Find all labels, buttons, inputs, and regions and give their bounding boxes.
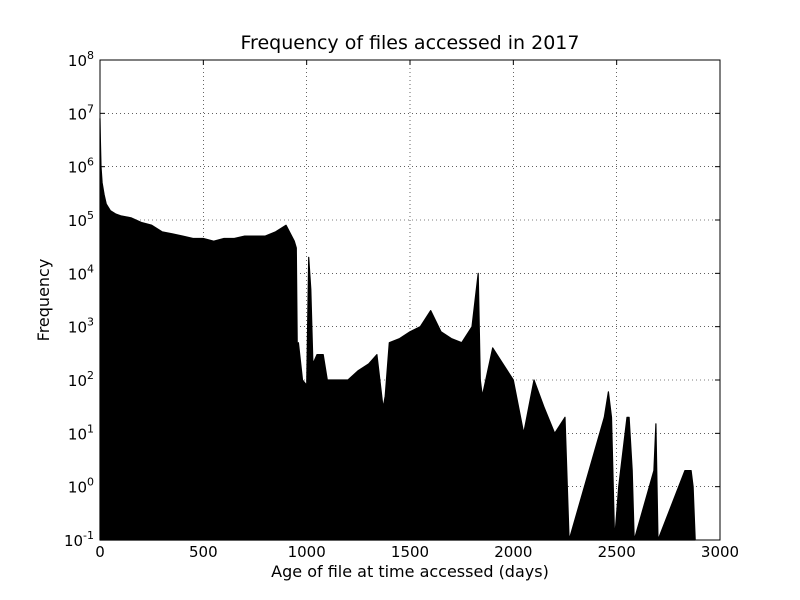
grid <box>100 60 720 540</box>
x-tick-label: 2000 <box>494 543 532 561</box>
y-tick-label: 103 <box>68 316 94 337</box>
tick-labels: 0 500 1000 1500 2000 2500 3000 10-1 100 101 102 103… <box>64 49 739 561</box>
y-tick-label: 101 <box>68 422 94 443</box>
y-axis-label: Frequency <box>34 259 53 342</box>
plot-frame <box>99 59 721 541</box>
x-tick-label: 1500 <box>391 543 429 561</box>
x-tick-label: 1000 <box>288 543 326 561</box>
x-tick-label: 500 <box>189 543 218 561</box>
y-tick-label: 10-1 <box>64 529 94 550</box>
y-tick-label: 100 <box>68 476 94 497</box>
y-tick-label: 106 <box>68 156 94 177</box>
frequency-area <box>99 117 696 541</box>
y-tick-label: 107 <box>68 102 94 123</box>
x-tick-label: 0 <box>95 543 105 561</box>
y-tick-label: 105 <box>68 209 94 230</box>
y-tick-label: 102 <box>68 369 94 390</box>
x-tick-label: 2500 <box>598 543 636 561</box>
data-layer <box>99 117 696 541</box>
y-tick-label: 108 <box>68 49 94 70</box>
x-tick-label: 3000 <box>701 543 739 561</box>
y-tick-label: 104 <box>68 262 94 283</box>
chart-title: Frequency of files accessed in 2017 <box>241 32 580 54</box>
x-axis-label: Age of file at time accessed (days) <box>271 562 549 581</box>
